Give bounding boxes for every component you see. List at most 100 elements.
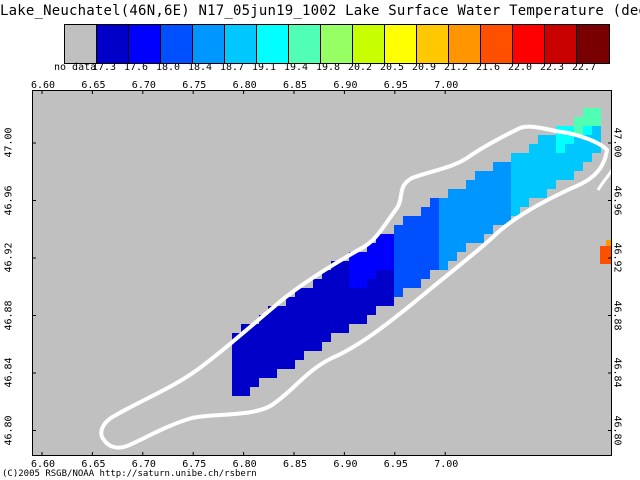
temperature-pixel xyxy=(547,135,556,144)
temperature-pixel xyxy=(538,180,547,189)
temperature-pixel xyxy=(484,225,493,234)
temperature-pixel xyxy=(403,243,412,252)
temperature-pixel xyxy=(412,270,421,279)
colorbar-label: 17.3 xyxy=(92,62,117,73)
temperature-pixel xyxy=(322,324,331,333)
temperature-pixel xyxy=(322,297,331,306)
colorbar-label: 18.0 xyxy=(156,62,181,73)
temperature-pixel xyxy=(475,225,484,234)
temperature-pixel xyxy=(295,288,304,297)
temperature-pixel xyxy=(484,171,493,180)
temperature-pixel xyxy=(493,198,502,207)
temperature-pixel xyxy=(592,126,601,135)
credit-text: (C)2005 RSGB/NOAA http://saturn.unibe.ch… xyxy=(2,469,257,479)
temperature-pixel xyxy=(313,315,322,324)
temperature-pixel xyxy=(340,306,349,315)
temperature-pixel xyxy=(241,369,250,378)
temperature-pixel xyxy=(412,225,421,234)
colorbar-swatch xyxy=(321,25,353,63)
temperature-pixel xyxy=(583,108,592,117)
temperature-pixel xyxy=(403,252,412,261)
temperature-pixel xyxy=(511,153,520,162)
temperature-pixel xyxy=(295,324,304,333)
y-tick-label: 46.88 xyxy=(3,299,15,331)
temperature-pixel xyxy=(457,216,466,225)
temperature-pixel xyxy=(232,360,241,369)
y-tick-label: 46.80 xyxy=(3,414,15,446)
temperature-pixel xyxy=(385,252,394,261)
colorbar-label: 21.2 xyxy=(444,62,469,73)
temperature-pixel xyxy=(493,189,502,198)
temperature-pixel xyxy=(466,207,475,216)
temperature-pixel xyxy=(430,252,439,261)
temperature-pixel xyxy=(421,207,430,216)
temperature-pixel xyxy=(538,162,547,171)
temperature-pixel xyxy=(322,270,331,279)
temperature-pixel xyxy=(385,261,394,270)
x-tick-label: 6.75 xyxy=(182,80,207,91)
temperature-pixel xyxy=(574,153,583,162)
temperature-pixel xyxy=(529,180,538,189)
temperature-pixel xyxy=(493,180,502,189)
temperature-pixel xyxy=(331,306,340,315)
temperature-pixel xyxy=(367,252,376,261)
temperature-pixel xyxy=(475,189,484,198)
x-tick-label: 6.80 xyxy=(232,80,257,91)
temperature-pixel xyxy=(457,243,466,252)
temperature-pixel xyxy=(484,216,493,225)
temperature-pixel xyxy=(520,153,529,162)
y-tick-label: 46.92 xyxy=(3,242,15,273)
temperature-pixel xyxy=(565,171,574,180)
temperature-pixel xyxy=(439,207,448,216)
y-tick-label: 47.00 xyxy=(3,127,15,158)
temperature-pixel xyxy=(394,252,403,261)
colorbar-swatch xyxy=(545,25,577,63)
temperature-pixel xyxy=(439,225,448,234)
temperature-pixel xyxy=(565,153,574,162)
temperature-pixel xyxy=(484,198,493,207)
temperature-pixel xyxy=(385,279,394,288)
temperature-pixel xyxy=(376,252,385,261)
temperature-pixel xyxy=(241,342,250,351)
temperature-pixel xyxy=(403,270,412,279)
temperature-pixel xyxy=(313,288,322,297)
temperature-pixel xyxy=(304,297,313,306)
temperature-pixel xyxy=(529,189,538,198)
x-tick-label: 7.00 xyxy=(434,80,459,91)
temperature-pixel xyxy=(295,351,304,360)
colorbar-label: no data xyxy=(54,62,97,73)
temperature-pixel xyxy=(250,324,259,333)
x-tick-label: 6.95 xyxy=(383,459,408,470)
temperature-pixel xyxy=(295,333,304,342)
y-tick-label: 47.00 xyxy=(611,127,623,158)
colorbar-swatch xyxy=(129,25,161,63)
colorbar-label: 18.4 xyxy=(188,62,213,73)
temperature-pixel xyxy=(376,297,385,306)
temperature-pixel xyxy=(250,351,259,360)
temperature-pixel xyxy=(421,243,430,252)
temperature-pixel xyxy=(421,216,430,225)
temperature-pixel xyxy=(475,171,484,180)
temperature-pixel xyxy=(547,180,556,189)
temperature-pixel xyxy=(385,288,394,297)
temperature-pixel xyxy=(511,198,520,207)
temperature-pixel xyxy=(574,135,583,144)
temperature-pixel xyxy=(430,261,439,270)
temperature-pixel xyxy=(412,216,421,225)
temperature-pixel xyxy=(322,315,331,324)
temperature-pixel xyxy=(493,216,502,225)
temperature-pixel xyxy=(403,216,412,225)
x-tick-label: 6.60 xyxy=(31,80,56,91)
temperature-pixel xyxy=(466,198,475,207)
temperature-pixel xyxy=(349,315,358,324)
temperature-pixel xyxy=(340,261,349,270)
temperature-pixel xyxy=(340,324,349,333)
temperature-pixel xyxy=(412,261,421,270)
colorbar-swatch xyxy=(449,25,481,63)
temperature-pixel xyxy=(376,234,385,243)
y-tick-label: 46.96 xyxy=(3,184,15,216)
temperature-pixel xyxy=(556,144,565,153)
temperature-pixel xyxy=(421,261,430,270)
x-tick-label: 6.90 xyxy=(333,80,358,91)
colorbar-swatch xyxy=(481,25,513,63)
